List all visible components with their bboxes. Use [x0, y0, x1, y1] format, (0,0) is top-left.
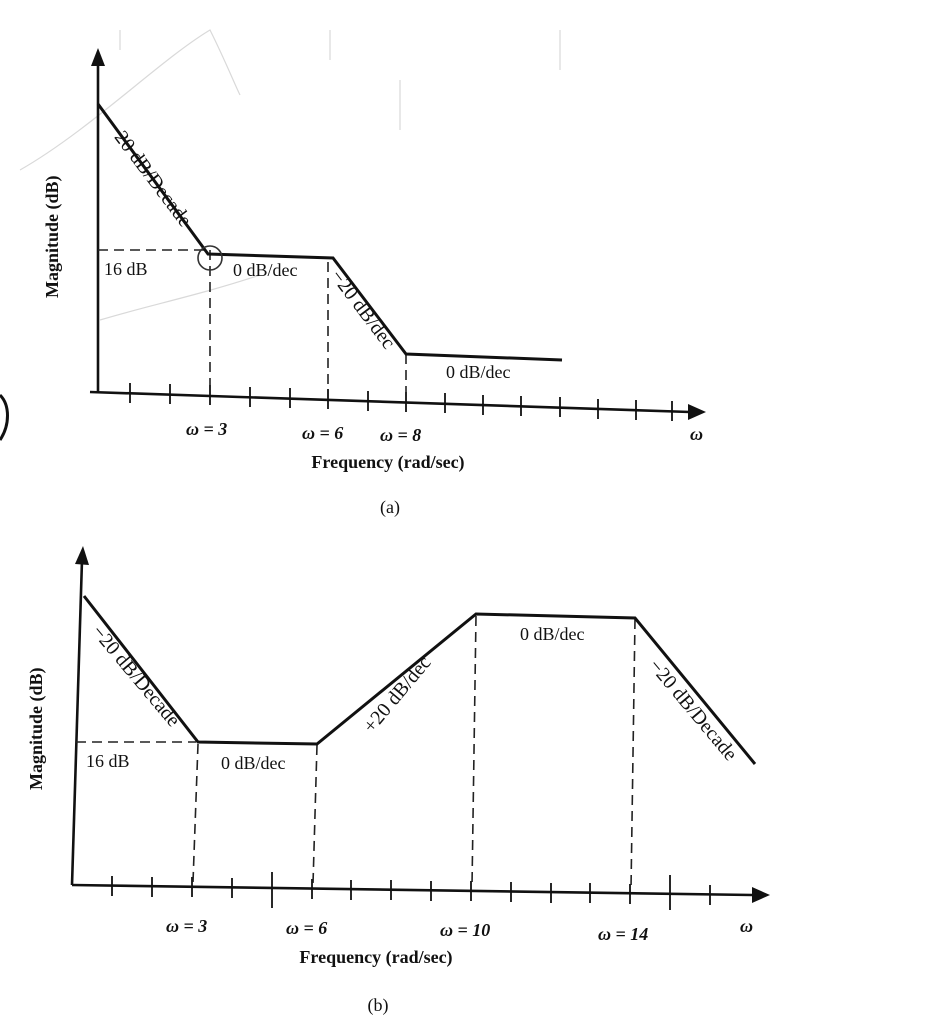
chart-a-x-axis-label: Frequency (rad/sec) [311, 452, 464, 473]
chart-b-y-axis-label: Magnitude (dB) [26, 667, 47, 790]
chart-b-marker-w14: ω = 14 [598, 924, 648, 944]
chart-b-x-axis-label: Frequency (rad/sec) [299, 947, 452, 968]
chart-b-marker-w10: ω = 10 [440, 920, 490, 940]
chart-a-marker-w8: ω = 8 [380, 425, 421, 445]
chart-a-slope-label-3: −20 dB/dec [326, 266, 400, 354]
chart-b-minor-ticks [111, 876, 711, 905]
chart-b-slope-label-2: 0 dB/dec [221, 753, 286, 773]
chart-b-bode-curve [82, 595, 757, 765]
chart-b-w6-guide [312, 744, 318, 885]
chart-b-x-axis [71, 883, 753, 897]
chart-a-slope-label-4: 0 dB/dec [446, 362, 511, 382]
chart-b-slope-label-1: −20 dB/Decade [87, 621, 184, 731]
chart-a-marker-w3: ω = 3 [186, 419, 227, 439]
chart-b-level-label: 16 dB [86, 751, 130, 771]
chart-b-w14-guide [630, 618, 636, 890]
chart-a-y-arrowhead [91, 48, 105, 66]
chart-b-slope-label-5: −20 dB/Decade [644, 655, 741, 765]
chart-b-y-axis [70, 559, 84, 886]
chart-a-x-arrowhead [688, 404, 706, 420]
chart-b-marker-ticks [191, 872, 671, 910]
chart-a-minor-ticks [129, 383, 673, 421]
chart-b-marker-w3: ω = 3 [166, 916, 207, 936]
chart-a-slope-label-1: −20 dB/Decade [103, 118, 196, 231]
chart-b-y-arrowhead [75, 546, 89, 565]
chart-a-x-axis-symbol: ω [690, 424, 703, 444]
chart-a-bode-curve [96, 103, 563, 362]
chart-a-x-axis [89, 390, 691, 414]
chart-a-level-label: 16 dB [104, 259, 148, 279]
chart-b-w10-guide [471, 615, 477, 887]
chart-a-slope-label-2: 0 dB/dec [233, 260, 298, 280]
chart-b-caption: (b) [368, 995, 389, 1016]
chart-b-marker-w6: ω = 6 [286, 918, 327, 938]
chart-b: −20 dB/Decade 0 dB/dec +20 dB/dec 0 dB/d… [26, 546, 770, 1016]
chart-b-w3-guide [192, 743, 199, 883]
chart-a-handdrawn-circle-mark [197, 245, 223, 271]
chart-a-caption: (a) [380, 497, 400, 518]
chart-a-y-axis-label: Magnitude (dB) [42, 175, 63, 298]
chart-b-slope-label-3: +20 dB/dec [359, 652, 436, 737]
chart-b-slope-label-4: 0 dB/dec [520, 624, 585, 644]
chart-a-marker-w6: ω = 6 [302, 423, 343, 443]
bleed-through-marks [0, 29, 561, 441]
chart-b-x-axis-symbol: ω [740, 916, 753, 936]
chart-a: −20 dB/Decade 0 dB/dec −20 dB/dec 0 dB/d… [42, 48, 706, 518]
chart-b-x-arrowhead [752, 887, 770, 903]
